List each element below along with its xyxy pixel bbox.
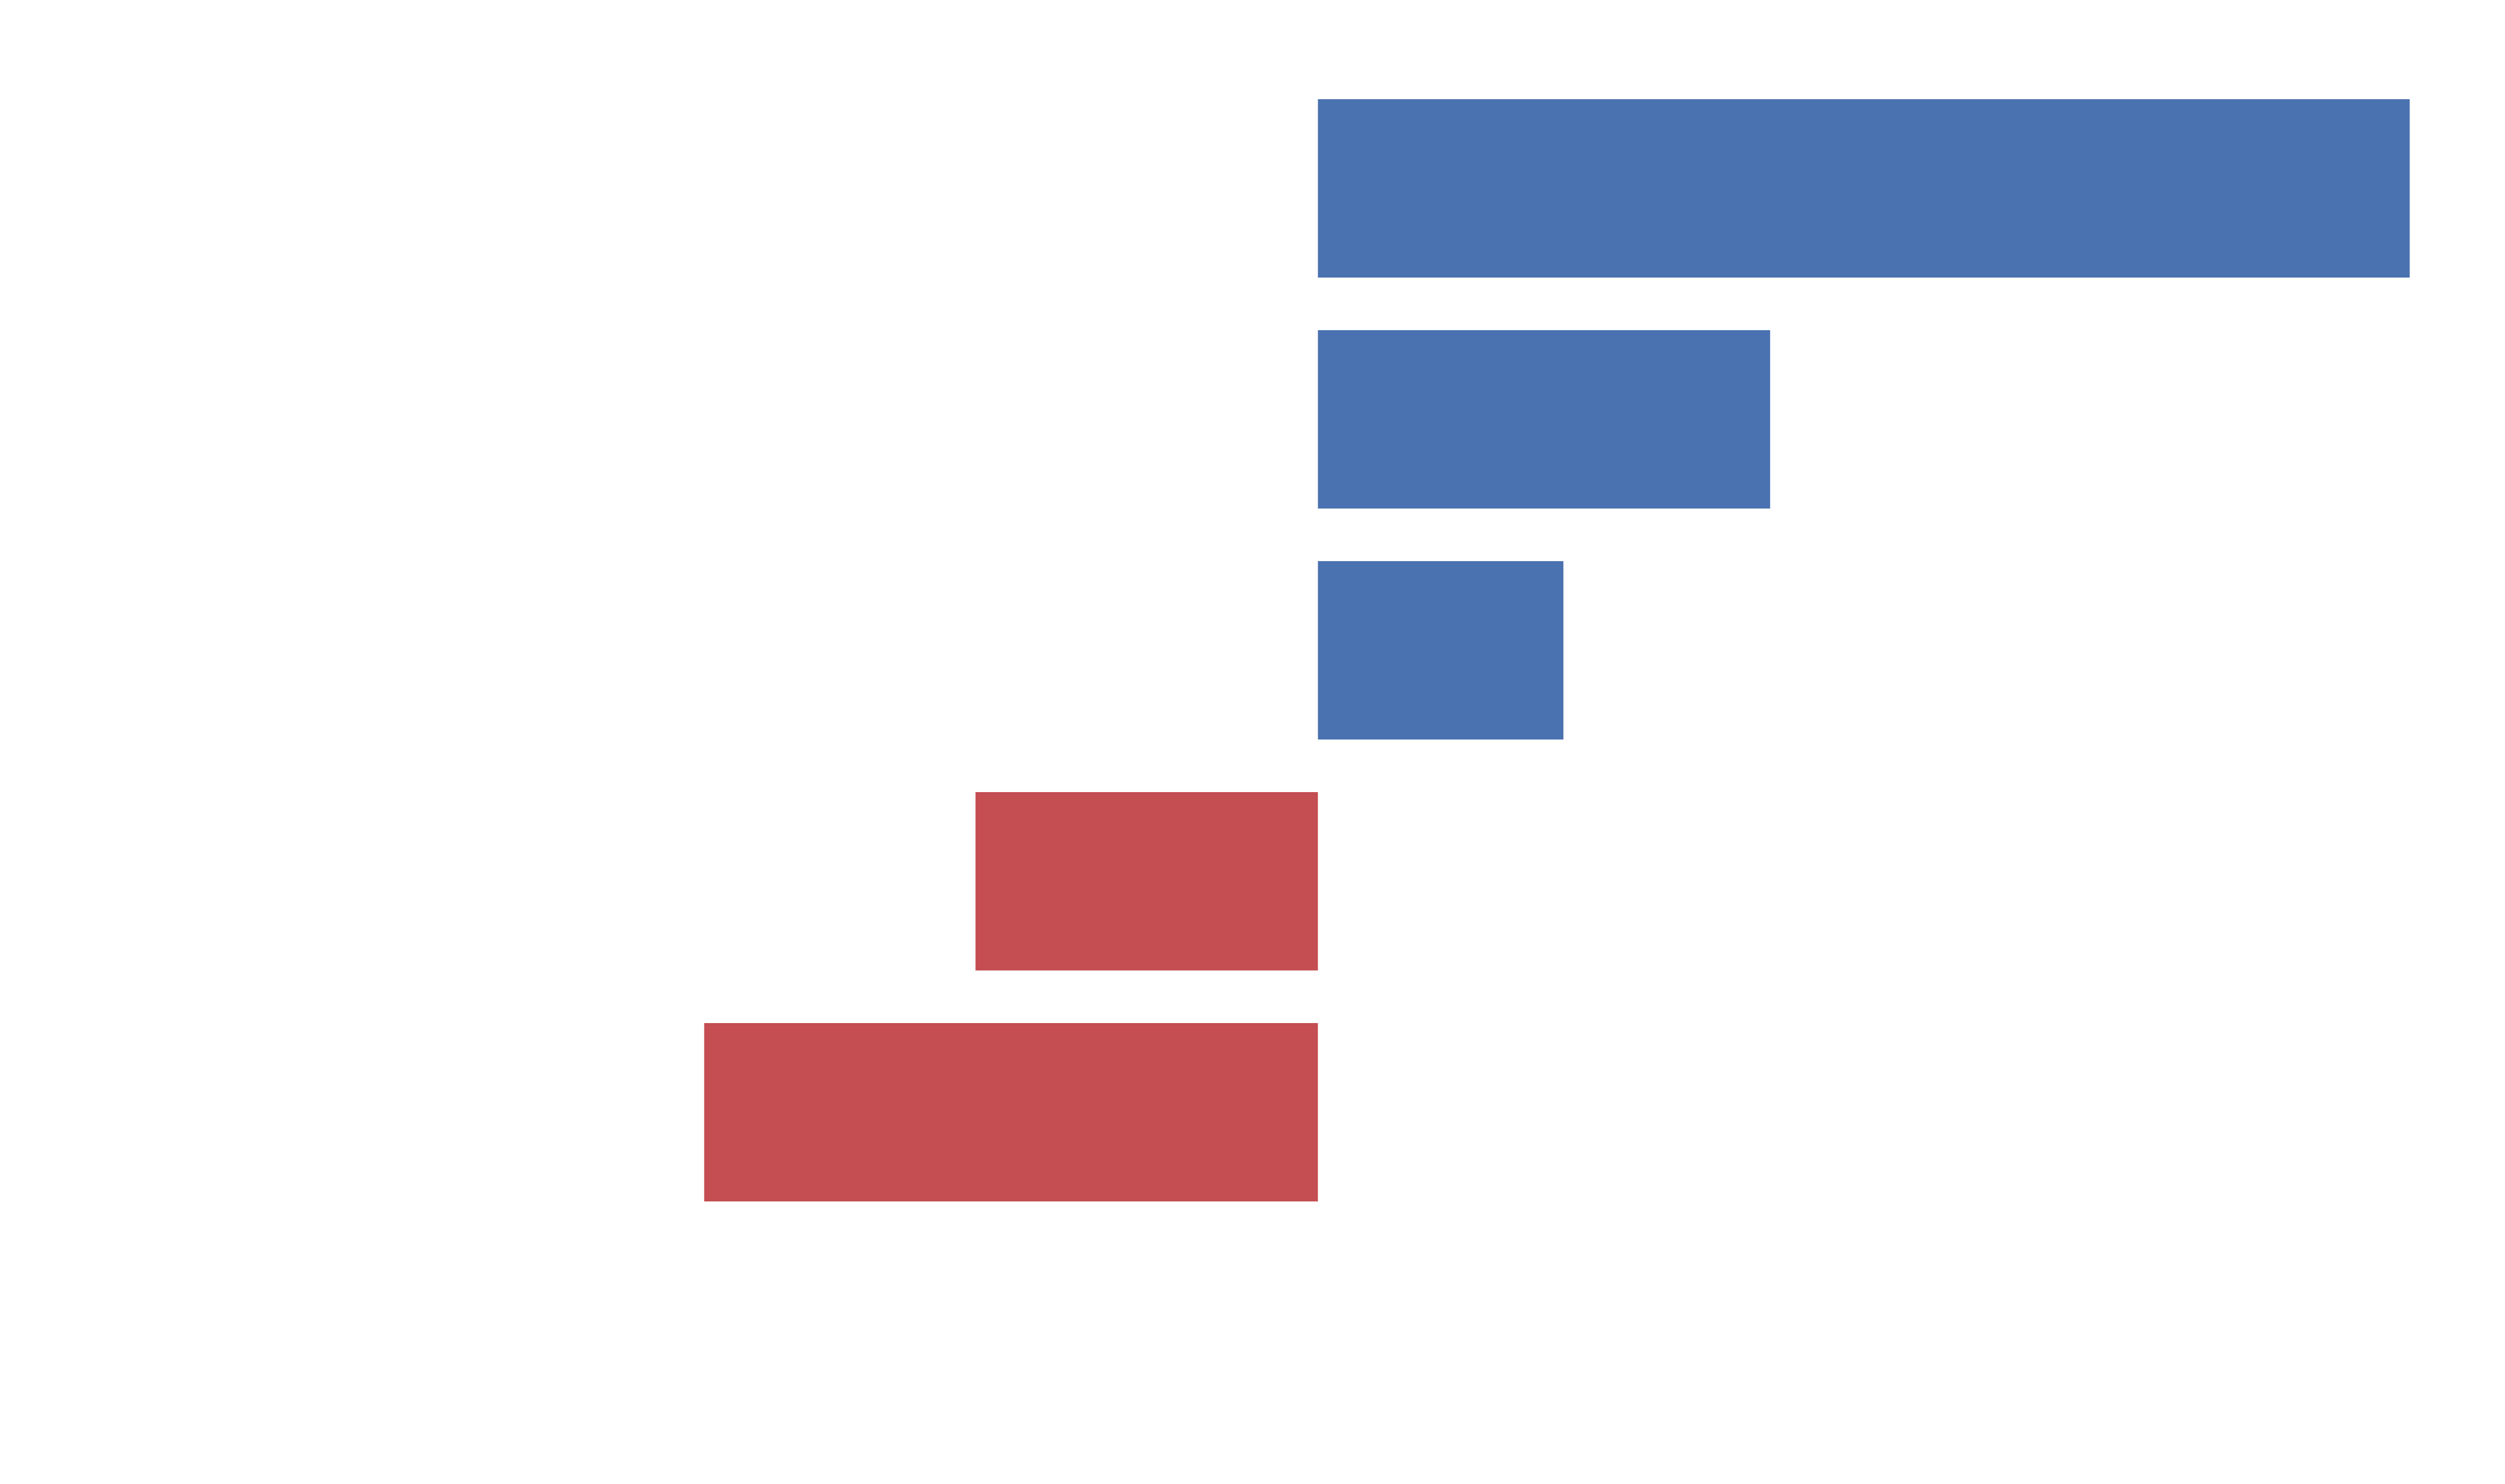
bars-group xyxy=(704,99,2410,1201)
positive-bar-2 xyxy=(1318,330,1771,509)
negative-bar-5 xyxy=(704,1023,1318,1201)
positive-bar-3 xyxy=(1318,561,1564,739)
positive-bar-1 xyxy=(1318,99,2410,278)
negative-bar-4 xyxy=(975,792,1318,970)
